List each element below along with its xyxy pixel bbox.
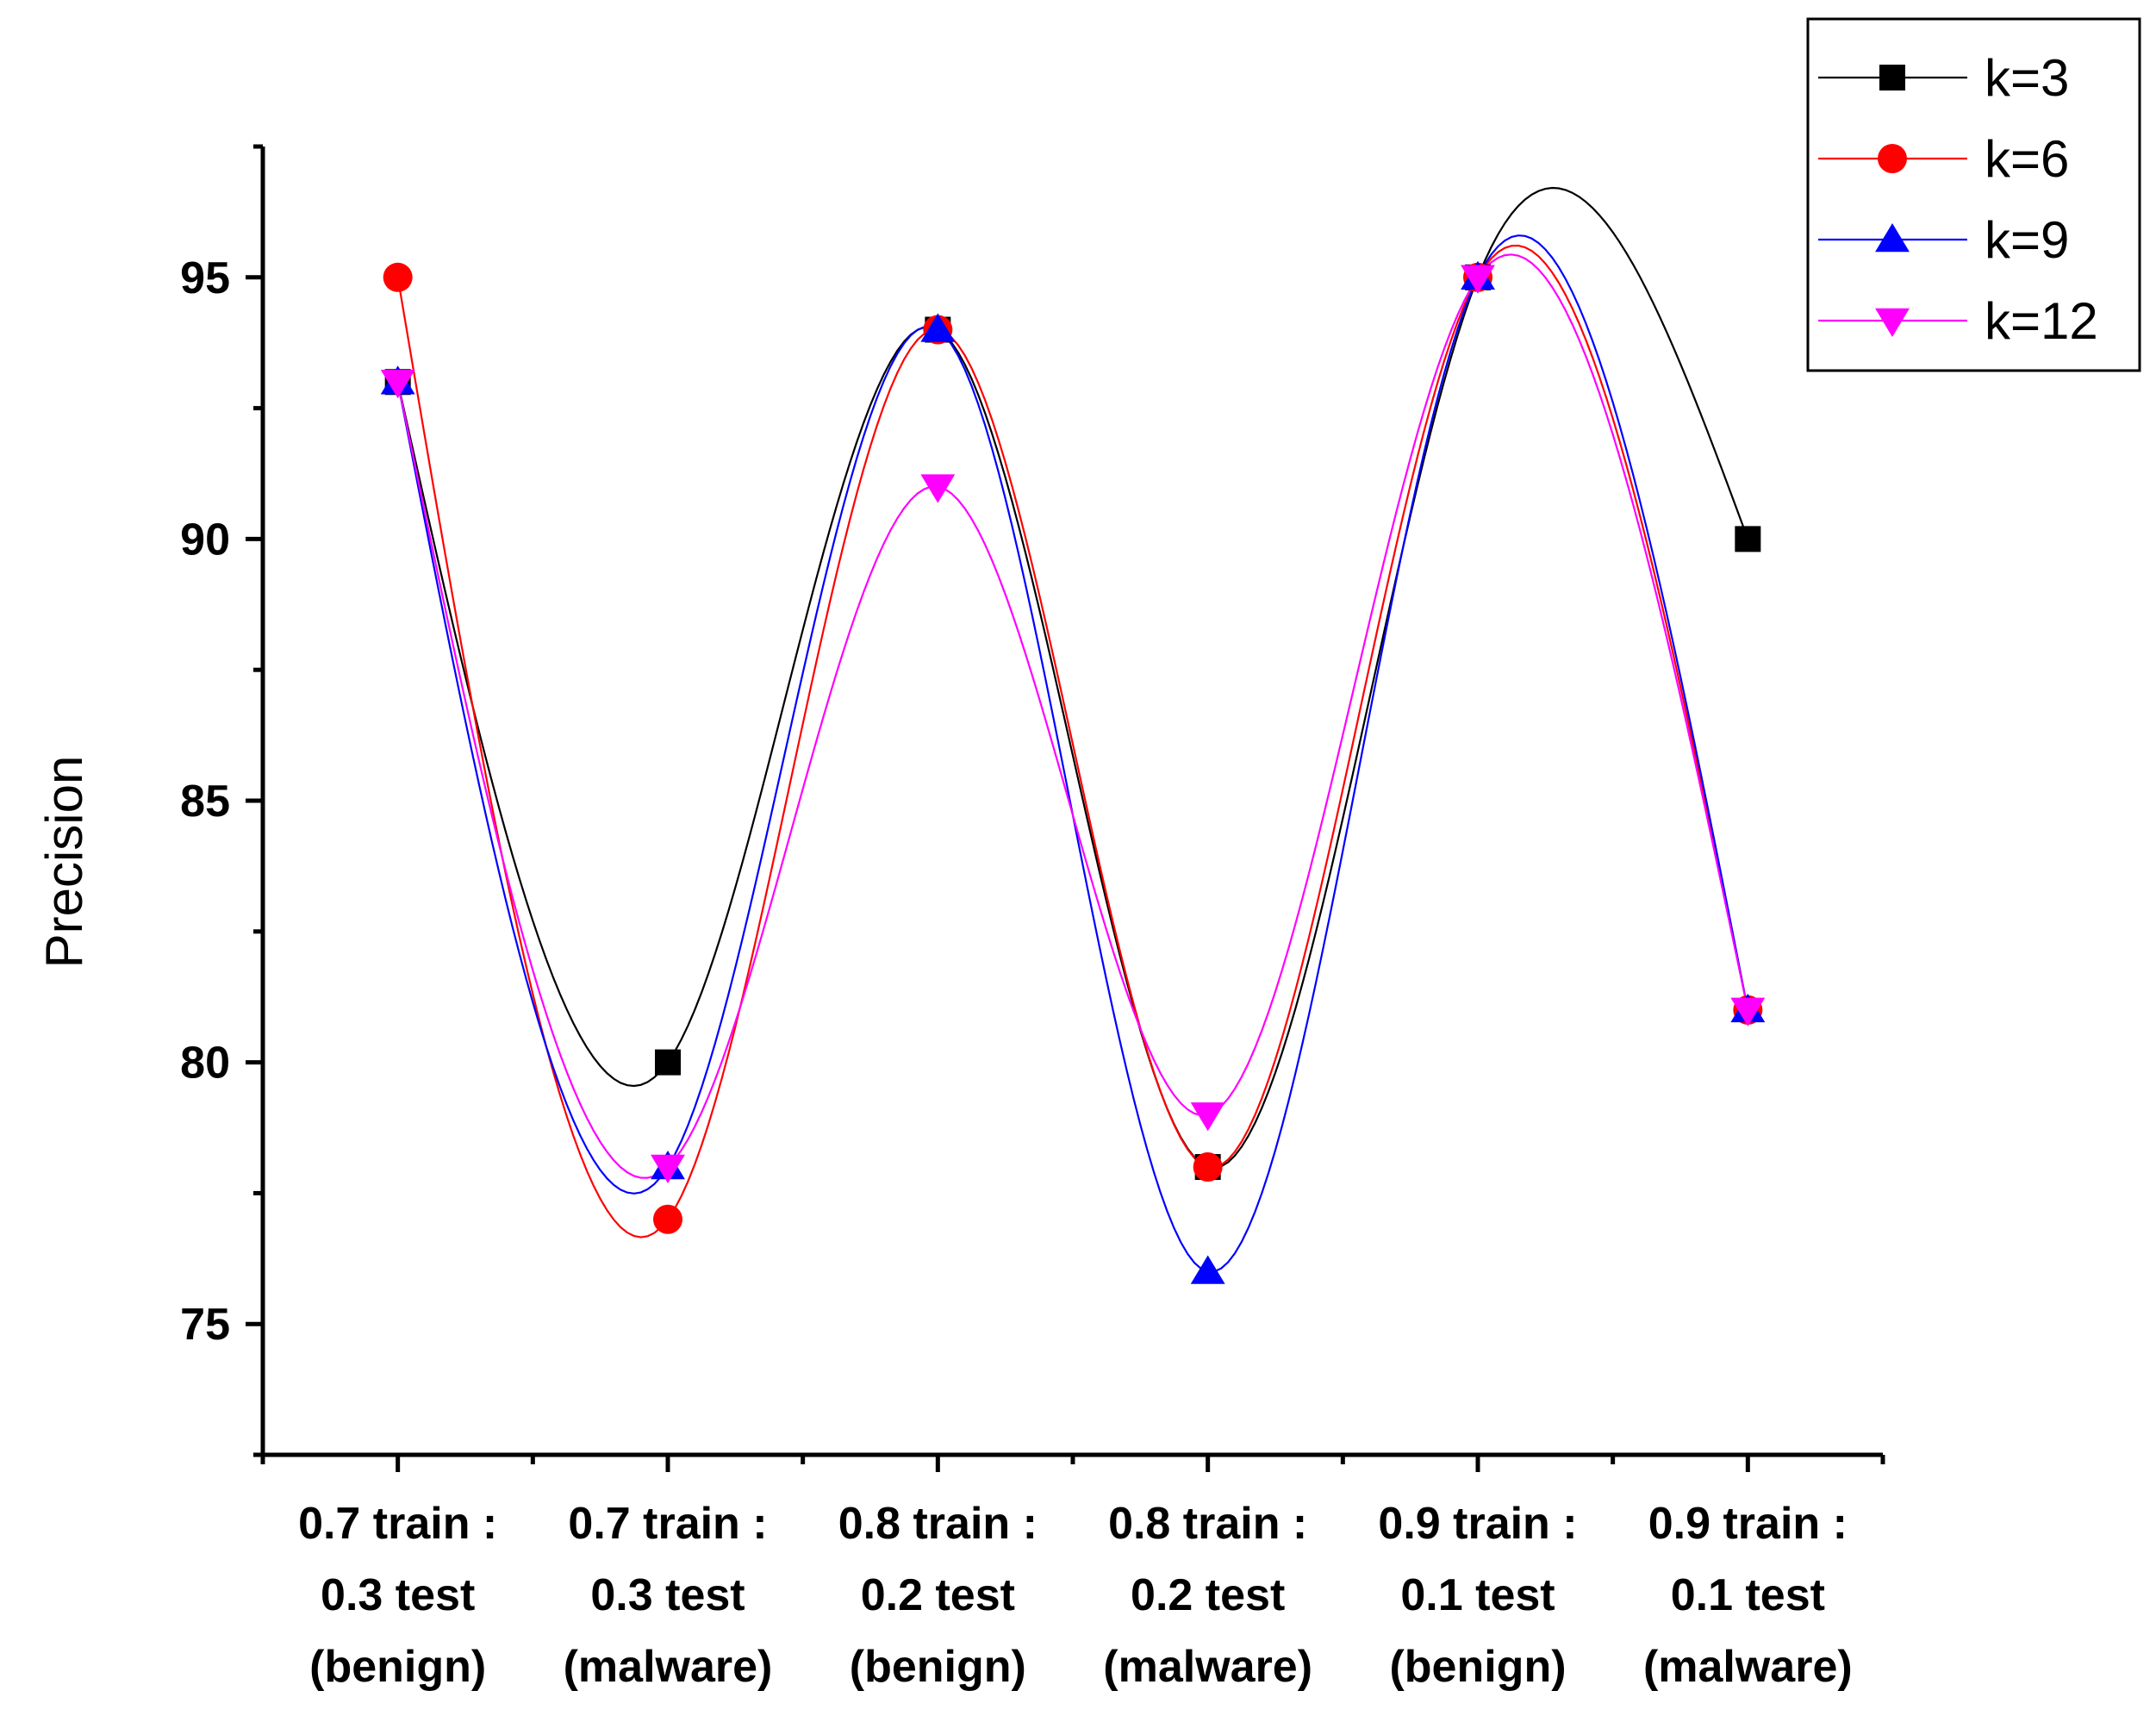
x-category-label-line: 0.8 train : <box>1108 1499 1307 1549</box>
data-point-k=6 <box>653 1204 682 1234</box>
legend-marker <box>1879 65 1905 90</box>
data-point-k=12 <box>1190 1102 1225 1132</box>
data-point-k=12 <box>380 369 415 399</box>
x-category-label: 0.9 train : 0.1 test (malware) <box>1643 1499 1853 1692</box>
data-point-k=6 <box>1193 1152 1223 1182</box>
y-tick-label: 80 <box>180 1039 230 1089</box>
legend-label: k=12 <box>1985 292 2098 350</box>
x-category-label-line: (benign) <box>850 1642 1026 1692</box>
x-category-label-line: 0.9 train : <box>1378 1499 1577 1549</box>
x-category-label-line: 0.1 test <box>1671 1570 1825 1620</box>
x-category-label-line: 0.7 train : <box>568 1499 767 1549</box>
x-category-label-line: 0.1 test <box>1400 1570 1555 1620</box>
x-category-label-line: 0.3 test <box>590 1570 745 1620</box>
x-category-label-line: 0.2 test <box>861 1570 1015 1620</box>
series-line-k=6 <box>396 244 1749 1238</box>
x-category-label-line: (malware) <box>1643 1642 1853 1692</box>
x-category-label-line: (benign) <box>1389 1642 1566 1692</box>
x-category-label: 0.9 train : 0.1 test (benign) <box>1378 1499 1577 1692</box>
x-category-label: 0.8 train : 0.2 test (benign) <box>838 1499 1037 1692</box>
x-category-label-line: 0.3 test <box>321 1570 475 1620</box>
x-category-label-line: 0.8 train : <box>838 1499 1037 1549</box>
data-point-k=6 <box>383 262 413 292</box>
series-layer <box>380 186 1766 1284</box>
legend-label: k=6 <box>1985 130 2069 188</box>
series-line-k=12 <box>396 253 1749 1179</box>
x-category-label-line: (malware) <box>564 1642 773 1692</box>
data-point-k=9 <box>920 313 956 342</box>
legend-marker <box>1875 223 1910 253</box>
x-category-label-line: 0.7 train : <box>298 1499 497 1549</box>
x-category-label-line: (malware) <box>1103 1642 1312 1692</box>
data-point-k=9 <box>1190 1255 1225 1284</box>
legend-marker <box>1875 308 1910 337</box>
x-category-label: 0.7 train : 0.3 test (malware) <box>564 1499 773 1692</box>
y-tick-label: 85 <box>180 777 230 827</box>
x-category-label-line: (benign) <box>309 1642 486 1692</box>
y-tick-label: 90 <box>180 515 230 565</box>
y-tick-label: 95 <box>180 253 230 303</box>
legend: k=3 k=6 k=9 k=12 <box>1806 17 2141 372</box>
y-axis-title: Precision <box>35 756 93 969</box>
data-point-k=12 <box>920 474 956 503</box>
x-category-label: 0.8 train : 0.2 test (malware) <box>1103 1499 1312 1692</box>
data-point-k=12 <box>1461 265 1495 294</box>
legend-label: k=3 <box>1985 49 2069 107</box>
legend-label: k=9 <box>1985 211 2069 269</box>
data-point-k=12 <box>651 1154 685 1184</box>
x-category-label-line: 0.9 train : <box>1648 1499 1848 1549</box>
legend-marker <box>1878 144 1907 173</box>
data-point-k=3 <box>655 1049 681 1076</box>
data-point-k=12 <box>1730 997 1766 1026</box>
x-category-label: 0.7 train : 0.3 test (benign) <box>298 1499 497 1692</box>
data-point-k=3 <box>1735 526 1761 552</box>
y-tick-label: 75 <box>180 1300 230 1350</box>
x-category-label-line: 0.2 test <box>1131 1570 1285 1620</box>
series-line-k=3 <box>396 186 1749 1170</box>
